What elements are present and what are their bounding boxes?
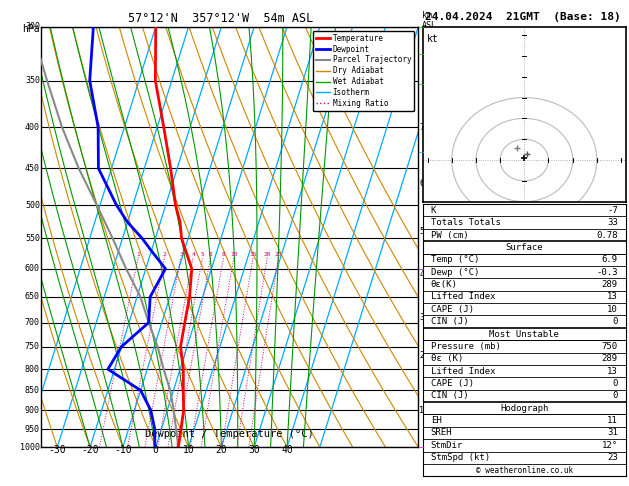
Text: -20: -20 [81,445,99,455]
Text: -10: -10 [114,445,131,455]
Text: 8: 8 [222,252,226,257]
Text: 30: 30 [248,445,260,455]
Text: Lifted Index: Lifted Index [431,293,495,301]
Text: Dewpoint / Temperature (°C): Dewpoint / Temperature (°C) [145,429,314,439]
Text: 25: 25 [275,252,282,257]
Text: 23: 23 [607,453,618,462]
Text: -7: -7 [607,206,618,215]
Text: 10: 10 [607,305,618,314]
Text: 5: 5 [420,227,425,237]
Text: 450: 450 [25,164,40,173]
Text: ─: ─ [418,264,423,273]
Text: 750: 750 [25,342,40,351]
Text: 20: 20 [216,445,227,455]
Text: 4: 4 [420,270,425,279]
Text: 6.9: 6.9 [601,255,618,264]
Text: 850: 850 [25,386,40,395]
Text: Mixing Ratio (g/kg): Mixing Ratio (g/kg) [432,186,441,288]
Text: Dewp (°C): Dewp (°C) [431,268,479,277]
Text: 3: 3 [420,313,425,322]
Text: 400: 400 [25,122,40,132]
Text: 550: 550 [25,234,40,243]
Text: 31: 31 [607,429,618,437]
Text: CIN (J): CIN (J) [431,317,469,326]
Text: -30: -30 [48,445,66,455]
Legend: Temperature, Dewpoint, Parcel Trajectory, Dry Adiabat, Wet Adiabat, Isotherm, Mi: Temperature, Dewpoint, Parcel Trajectory… [313,31,415,111]
Text: 13: 13 [607,293,618,301]
Text: 0: 0 [613,391,618,400]
Text: 950: 950 [25,425,40,434]
Text: 750: 750 [601,342,618,351]
Text: 1: 1 [136,252,140,257]
Text: Most Unstable: Most Unstable [489,330,559,339]
Text: Temp (°C): Temp (°C) [431,255,479,264]
Text: ─: ─ [418,50,423,58]
Text: EH: EH [431,416,442,425]
Text: 11: 11 [607,416,618,425]
Text: 20: 20 [264,252,271,257]
Text: CIN (J): CIN (J) [431,391,469,400]
Text: -0.3: -0.3 [596,268,618,277]
Text: 289: 289 [601,280,618,289]
Text: 2: 2 [420,351,425,360]
Text: 12°: 12° [601,441,618,450]
Text: Pressure (mb): Pressure (mb) [431,342,501,351]
Text: 0: 0 [613,379,618,388]
Text: kt: kt [426,34,438,44]
Text: θε(K): θε(K) [431,280,458,289]
Text: 4: 4 [191,252,195,257]
Text: Hodograph: Hodograph [500,404,548,413]
Text: 1LCL: 1LCL [420,406,439,415]
Text: SREH: SREH [431,429,452,437]
Text: θε (K): θε (K) [431,354,463,363]
Text: 6: 6 [420,179,425,188]
Text: 1000: 1000 [20,443,40,451]
Text: 900: 900 [25,406,40,415]
Text: 10: 10 [230,252,238,257]
Text: CAPE (J): CAPE (J) [431,305,474,314]
Text: 3: 3 [179,252,183,257]
Text: 2: 2 [163,252,167,257]
Text: 289: 289 [601,354,618,363]
Text: ─: ─ [418,22,423,31]
Text: PW (cm): PW (cm) [431,230,469,240]
Text: 300: 300 [25,22,40,31]
Text: 0: 0 [153,445,159,455]
Text: 7: 7 [420,122,425,132]
Text: StmSpd (kt): StmSpd (kt) [431,453,490,462]
Text: ─: ─ [418,79,423,88]
Text: 57°12'N  357°12'W  54m ASL: 57°12'N 357°12'W 54m ASL [128,12,313,25]
Text: 0: 0 [613,317,618,326]
Text: 650: 650 [25,292,40,301]
Text: 500: 500 [25,201,40,209]
Text: K: K [431,206,436,215]
Text: 350: 350 [25,76,40,85]
Text: 600: 600 [25,264,40,273]
Text: Surface: Surface [506,243,543,252]
Text: ─: ─ [418,443,423,451]
Text: 5: 5 [201,252,204,257]
Text: CAPE (J): CAPE (J) [431,379,474,388]
Text: 40: 40 [281,445,293,455]
Text: 6: 6 [209,252,213,257]
Text: Totals Totals: Totals Totals [431,218,501,227]
Text: © weatheronline.co.uk: © weatheronline.co.uk [476,466,573,475]
Text: 0.78: 0.78 [596,230,618,240]
Text: Lifted Index: Lifted Index [431,366,495,376]
Text: 10: 10 [182,445,194,455]
Text: StmDir: StmDir [431,441,463,450]
Text: 24.04.2024  21GMT  (Base: 18): 24.04.2024 21GMT (Base: 18) [425,12,620,22]
Text: 13: 13 [607,366,618,376]
Text: ─: ─ [418,147,423,156]
Text: km
ASL: km ASL [422,11,437,30]
Text: hPa: hPa [22,24,40,34]
Text: 700: 700 [25,318,40,327]
Text: 15: 15 [250,252,257,257]
Text: 33: 33 [607,218,618,227]
Text: 800: 800 [25,364,40,374]
